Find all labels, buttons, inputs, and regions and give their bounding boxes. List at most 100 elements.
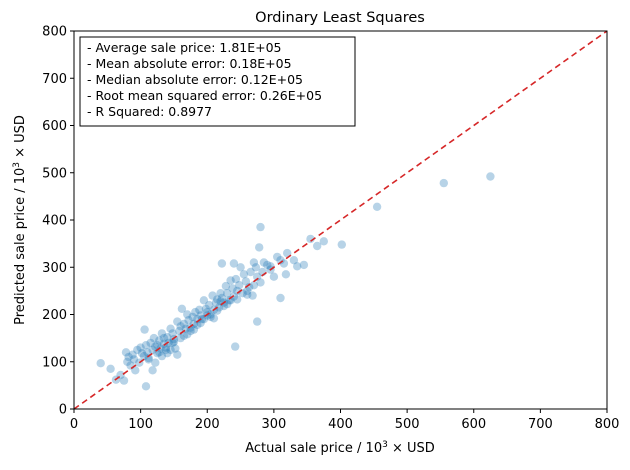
data-point <box>276 256 285 265</box>
x-axis-label: Actual sale price / 103 × USD <box>245 440 435 456</box>
data-point <box>195 305 204 314</box>
y-tick-label: 400 <box>42 214 67 229</box>
data-point <box>164 338 173 348</box>
data-point <box>166 324 175 333</box>
data-point <box>155 336 164 345</box>
data-point <box>159 333 169 343</box>
data-point <box>151 342 160 351</box>
data-point <box>106 364 115 373</box>
data-point <box>229 259 239 268</box>
data-point <box>173 350 182 359</box>
data-point <box>223 289 232 298</box>
data-point <box>153 349 162 358</box>
y-tick-label: 500 <box>42 166 67 181</box>
data-point <box>243 290 252 299</box>
data-point <box>199 315 209 324</box>
data-point <box>223 299 232 309</box>
data-point <box>186 326 195 336</box>
data-point <box>123 357 132 366</box>
y-tick-label: 200 <box>42 308 67 323</box>
data-point <box>157 329 167 338</box>
stats-line-rmse: - Root mean squared error: 0.26E+05 <box>87 88 322 103</box>
x-tick-label: 600 <box>461 417 486 432</box>
data-point <box>253 272 262 281</box>
data-point <box>245 282 254 292</box>
data-point <box>168 329 177 338</box>
data-point <box>169 337 179 347</box>
data-point <box>439 178 448 188</box>
data-point <box>337 240 346 249</box>
data-point <box>243 286 252 296</box>
data-point <box>273 252 282 262</box>
y-tick-label: 300 <box>42 261 67 276</box>
data-point <box>131 366 140 375</box>
data-point <box>143 348 152 357</box>
data-point <box>226 276 235 285</box>
data-point <box>148 366 157 375</box>
data-point <box>163 333 172 342</box>
data-point <box>121 348 131 357</box>
y-tick-label: 100 <box>42 355 67 370</box>
y-tick-label: 700 <box>42 72 67 87</box>
x-tick-label: 800 <box>595 417 620 432</box>
stats-line-r-squared: - R Squared: 0.8977 <box>87 104 212 119</box>
data-point <box>144 355 153 364</box>
data-point <box>206 310 215 319</box>
data-point <box>141 382 151 391</box>
y-axis-label-pre: Predicted sale price / 10 <box>13 168 28 325</box>
data-point <box>140 325 149 334</box>
data-point <box>173 317 182 326</box>
x-tick-label: 100 <box>128 417 153 432</box>
data-point <box>201 304 211 313</box>
y-tick-label: 800 <box>42 25 67 40</box>
y-axis-label-sup: 3 <box>12 162 22 168</box>
data-point <box>241 277 251 286</box>
data-point <box>157 351 167 361</box>
data-point <box>96 359 105 368</box>
data-point <box>193 320 202 330</box>
data-point <box>206 312 215 322</box>
data-point <box>139 351 149 361</box>
data-point <box>211 298 221 307</box>
data-point <box>176 333 185 343</box>
x-tick-label: 500 <box>395 417 420 432</box>
data-point <box>231 342 240 351</box>
data-point <box>168 338 177 348</box>
data-point <box>119 376 129 385</box>
data-point <box>199 296 209 305</box>
data-point <box>249 281 259 290</box>
data-point <box>203 307 212 317</box>
x-tick-label: 400 <box>328 417 353 432</box>
stats-box-frame <box>79 36 356 127</box>
data-point <box>188 312 197 322</box>
data-point <box>141 341 151 350</box>
data-point <box>163 349 172 358</box>
data-point <box>144 353 153 363</box>
data-point <box>209 314 219 323</box>
data-point <box>213 295 222 304</box>
data-point <box>259 258 269 267</box>
data-point <box>226 296 235 305</box>
x-tick-label: 300 <box>261 417 286 432</box>
data-point <box>248 291 257 300</box>
data-point <box>486 172 495 181</box>
data-point <box>233 286 242 296</box>
x-tick-label: 700 <box>528 417 553 432</box>
data-point <box>217 259 227 268</box>
data-point <box>161 343 171 352</box>
data-point <box>176 322 185 331</box>
data-point <box>216 289 225 298</box>
data-point <box>217 293 227 303</box>
data-point <box>183 330 192 339</box>
data-point <box>184 316 193 325</box>
data-point <box>197 315 207 324</box>
data-point <box>231 274 241 284</box>
data-point <box>283 248 292 258</box>
data-point <box>171 344 180 353</box>
y-axis-label: Predicted sale price / 103 × USD <box>12 115 28 325</box>
data-point <box>281 270 291 279</box>
data-point <box>299 260 309 270</box>
data-point <box>129 355 139 364</box>
data-point <box>133 345 142 355</box>
